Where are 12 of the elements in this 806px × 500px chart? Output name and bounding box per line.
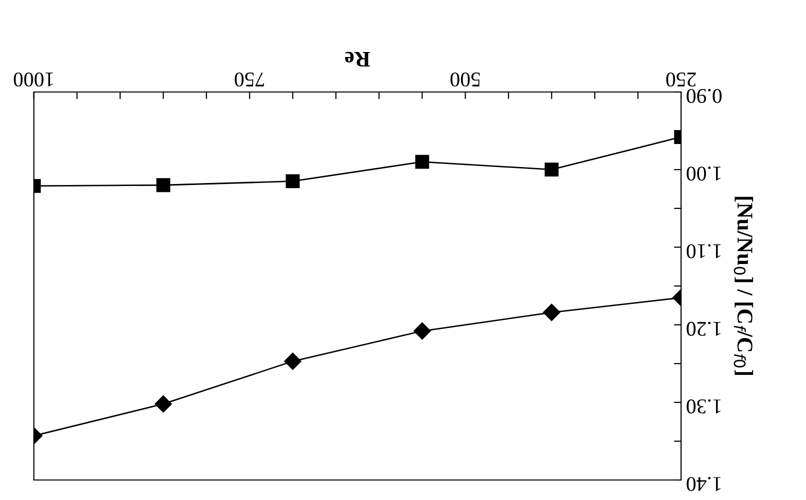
y-tick-label: 1.30 (686, 399, 721, 414)
y-tick-label: 1.10 (686, 244, 721, 258)
y-axis-title: [Nu/Nu$_{0}$] / [C$_{f}$/C$_{f0}$] (734, 196, 754, 375)
y-tick-label: 1.40 (686, 476, 721, 492)
y-tick-label: 0.90 (686, 88, 722, 104)
x-tick-label: 1000 (14, 72, 53, 87)
x-axis-title: Re (345, 52, 370, 67)
x-tick-label: 750 (234, 72, 264, 87)
y-tick-label: 1.00 (686, 166, 721, 181)
y-tick-label: 1.20 (686, 322, 721, 336)
x-tick-label: 250 (666, 72, 696, 87)
x-tick-label: 500 (450, 72, 480, 87)
